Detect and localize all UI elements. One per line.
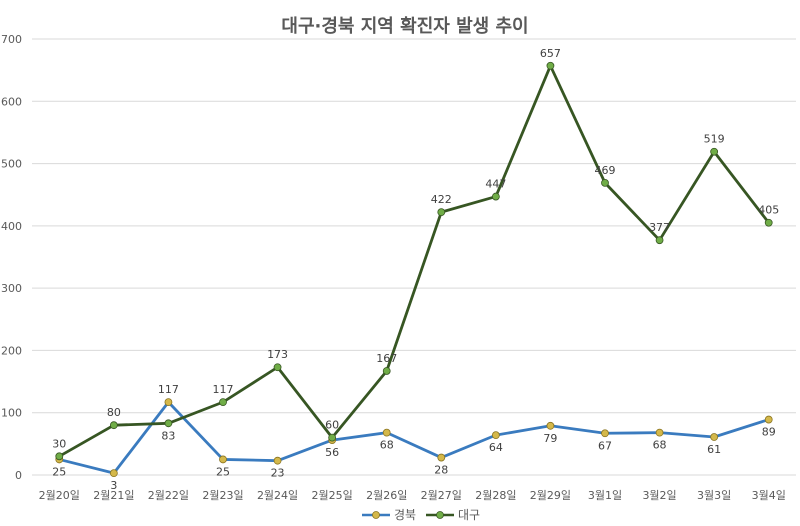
data-point bbox=[328, 433, 337, 442]
series-lines bbox=[55, 61, 773, 478]
x-axis-ticks: 2월20일 2월21일 2월22일 2월23일 2월24일 2월25일 2월26일 2월27일… bbox=[39, 488, 786, 502]
data-point bbox=[655, 428, 664, 437]
data-point bbox=[491, 192, 500, 201]
data-point bbox=[273, 363, 282, 372]
data-point bbox=[546, 61, 555, 70]
x-tick-label: 2월27일 bbox=[421, 488, 462, 502]
data-label: 447 bbox=[485, 178, 506, 191]
data-label: 79 bbox=[543, 432, 557, 445]
legend-item-daegu: 대구 bbox=[426, 508, 480, 522]
x-tick-label: 2월29일 bbox=[530, 488, 571, 502]
data-point bbox=[764, 415, 773, 424]
data-label: 377 bbox=[649, 221, 670, 234]
data-label: 117 bbox=[213, 383, 234, 396]
data-label: 167 bbox=[376, 352, 397, 365]
legend-item-gyeongbuk: 경북 bbox=[362, 508, 416, 522]
y-axis-ticks: 0 100 200 300 400 500 600 700 bbox=[1, 33, 22, 482]
data-label: 422 bbox=[431, 193, 452, 206]
y-tick-label: 100 bbox=[1, 407, 22, 420]
x-tick-label: 2월22일 bbox=[148, 488, 189, 502]
x-tick-label: 3월2일 bbox=[642, 488, 676, 502]
gridlines bbox=[32, 38, 796, 476]
x-tick-label: 3월4일 bbox=[752, 488, 786, 502]
y-tick-label: 200 bbox=[1, 344, 22, 357]
y-tick-label: 500 bbox=[1, 158, 22, 171]
x-tick-label: 2월21일 bbox=[93, 488, 134, 502]
data-label: 61 bbox=[707, 443, 721, 456]
data-label: 68 bbox=[653, 439, 667, 452]
data-point bbox=[710, 433, 719, 441]
legend: 경북 대구 bbox=[362, 508, 480, 522]
data-point bbox=[491, 431, 500, 440]
data-point bbox=[437, 208, 446, 217]
data-point bbox=[382, 428, 391, 437]
series-line-1 bbox=[58, 64, 770, 458]
x-tick-label: 2월25일 bbox=[312, 488, 353, 502]
y-tick-label: 300 bbox=[1, 282, 22, 295]
data-label: 56 bbox=[325, 446, 339, 459]
legend-label-daegu: 대구 bbox=[458, 508, 480, 522]
data-point bbox=[710, 147, 719, 156]
data-label: 469 bbox=[595, 164, 616, 177]
data-label: 83 bbox=[161, 429, 175, 442]
x-tick-label: 2월26일 bbox=[366, 488, 407, 502]
data-label: 25 bbox=[216, 465, 230, 478]
x-tick-label: 2월20일 bbox=[39, 488, 80, 502]
legend-label-gyeongbuk: 경북 bbox=[394, 508, 416, 522]
data-labels: 25 3 117 25 23 56 68 28 64 79 67 68 61 89 30 80 83 117 173… bbox=[52, 47, 779, 492]
x-tick-label: 3월1일 bbox=[588, 488, 622, 502]
data-label: 405 bbox=[758, 204, 779, 217]
data-label: 89 bbox=[762, 426, 776, 439]
data-point bbox=[109, 421, 118, 430]
x-tick-label: 2월28일 bbox=[475, 488, 516, 502]
data-point bbox=[437, 453, 446, 462]
data-point bbox=[655, 236, 664, 245]
x-tick-label: 3월3일 bbox=[697, 488, 731, 502]
data-point bbox=[109, 469, 118, 478]
data-label: 173 bbox=[267, 348, 288, 361]
data-point bbox=[219, 398, 227, 407]
x-tick-label: 2월23일 bbox=[202, 488, 243, 502]
data-point bbox=[601, 429, 609, 438]
data-label: 25 bbox=[52, 465, 66, 478]
y-tick-label: 0 bbox=[15, 469, 22, 482]
x-tick-label: 2월24일 bbox=[257, 488, 298, 502]
data-label: 23 bbox=[271, 467, 285, 480]
data-point bbox=[764, 218, 773, 227]
data-label: 657 bbox=[540, 47, 561, 60]
series-line-0 bbox=[58, 400, 770, 475]
data-point bbox=[164, 398, 173, 407]
data-label: 117 bbox=[158, 383, 179, 396]
data-label: 80 bbox=[107, 406, 121, 419]
data-point bbox=[382, 367, 391, 375]
data-label: 67 bbox=[598, 439, 612, 452]
data-point bbox=[273, 456, 282, 465]
data-label: 60 bbox=[325, 419, 339, 432]
data-label: 28 bbox=[434, 464, 448, 477]
data-label: 68 bbox=[380, 439, 394, 452]
y-tick-label: 600 bbox=[1, 95, 22, 108]
data-point bbox=[164, 419, 173, 428]
data-label: 519 bbox=[704, 133, 725, 146]
data-label: 30 bbox=[52, 437, 66, 450]
y-tick-label: 400 bbox=[1, 220, 22, 233]
data-label: 3 bbox=[110, 479, 117, 492]
chart-title: 대구·경북 지역 확진자 발생 추이 bbox=[281, 16, 528, 37]
data-point bbox=[55, 452, 64, 461]
y-tick-label: 700 bbox=[1, 33, 22, 46]
data-point bbox=[219, 455, 227, 464]
data-point bbox=[601, 178, 609, 187]
data-point bbox=[546, 421, 555, 430]
data-label: 64 bbox=[489, 441, 503, 454]
